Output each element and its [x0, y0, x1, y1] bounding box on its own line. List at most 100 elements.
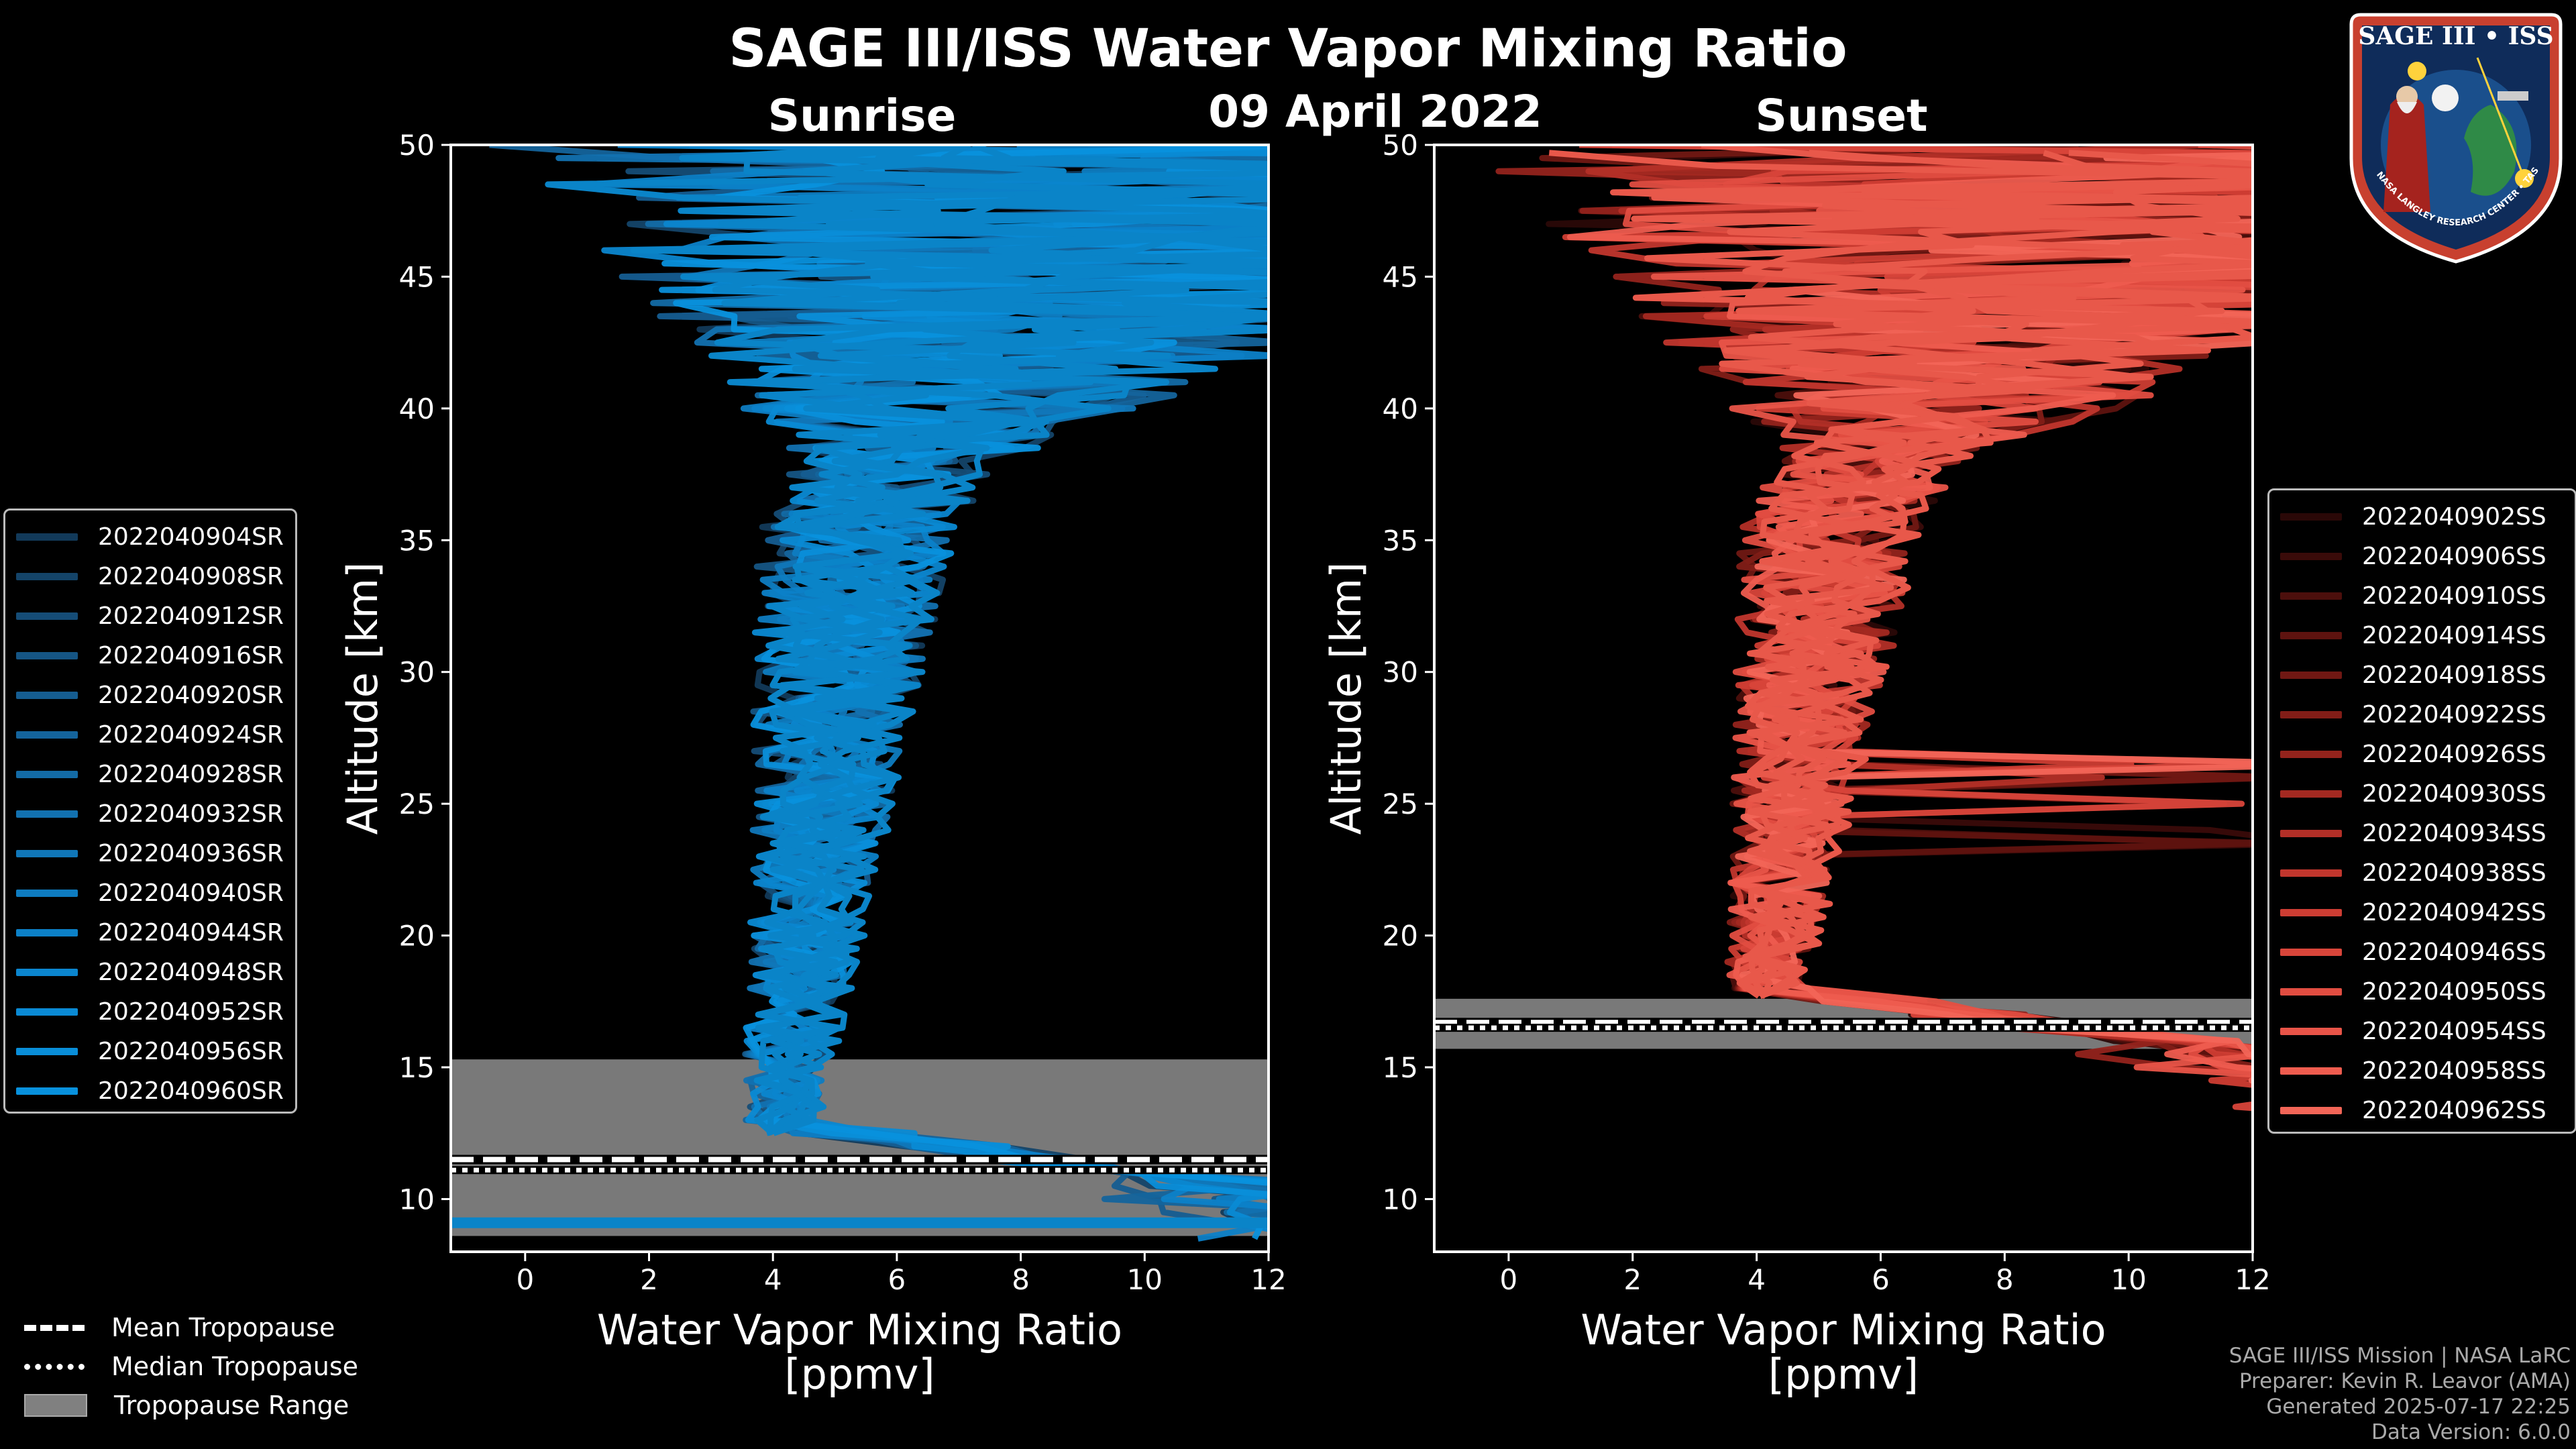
legend-label: 2022040942SS — [2362, 898, 2546, 926]
legend-median-tropopause: Median Tropopause — [24, 1347, 358, 1386]
legend-item-2022040944SR: 2022040944SR — [5, 913, 284, 952]
sun-icon — [2408, 62, 2426, 80]
legend-swatch — [16, 572, 78, 580]
legend-label: 2022040910SS — [2362, 582, 2546, 610]
x-axis-label: [ppmv] — [1768, 1350, 1919, 1399]
legend-item-2022040906SS: 2022040906SS — [2269, 537, 2546, 576]
legend-item-2022040960SR: 2022040960SR — [5, 1071, 284, 1110]
legend-label: 2022040946SS — [2362, 938, 2546, 966]
y-tick-label: 40 — [399, 392, 435, 425]
y-tick-label: 35 — [399, 524, 435, 557]
legend-swatch — [2280, 829, 2342, 837]
y-tick-label: 20 — [1383, 920, 1418, 953]
legend-item-2022040910SS: 2022040910SS — [2269, 576, 2546, 615]
y-tick-label: 35 — [1383, 524, 1418, 557]
legend-swatch — [2280, 1106, 2342, 1114]
logo-text: SAGE III • ISS — [2358, 22, 2553, 50]
legend-item-2022040930SS: 2022040930SS — [2269, 774, 2546, 813]
y-tick-label: 20 — [399, 920, 435, 953]
x-tick-label: 0 — [1500, 1263, 1518, 1296]
legend-swatch — [16, 533, 78, 541]
legend-label: 2022040908SR — [98, 562, 284, 590]
legend-item-2022040902SS: 2022040902SS — [2269, 497, 2546, 536]
legend-item-2022040948SR: 2022040948SR — [5, 953, 284, 991]
legend-swatch — [16, 1047, 78, 1055]
dashed-line-icon — [24, 1324, 85, 1331]
sunset-legend: 2022040902SS 2022040906SS 2022040910SS 2022… — [2267, 488, 2576, 1134]
legend-label: 2022040938SS — [2362, 859, 2546, 887]
x-axis-label: [ppmv] — [784, 1350, 934, 1399]
legend-label: 2022040956SR — [98, 1037, 284, 1065]
sunrise-plot: 0 2 4 6 8 10 12 10 15 20 25 30 35 40 45 50 Water Vapor M… — [338, 129, 1287, 1399]
legend-label: Mean Tropopause — [111, 1313, 335, 1342]
legend-item-2022040958SS: 2022040958SS — [2269, 1051, 2546, 1090]
legend-swatch — [2280, 710, 2342, 718]
legend-label: Tropopause Range — [114, 1391, 350, 1420]
profile-line-overlay — [720, 145, 1269, 1136]
legend-item-2022040916SR: 2022040916SR — [5, 636, 284, 675]
sunrise-panel-title: Sunrise — [767, 90, 957, 142]
legend-swatch — [16, 928, 78, 936]
x-tick-label: 2 — [1623, 1263, 1642, 1296]
legend-label: 2022040928SR — [98, 760, 284, 788]
legend-label: 2022040912SR — [98, 602, 284, 630]
profile-line-overlay — [1644, 150, 2253, 998]
legend-item-2022040928SR: 2022040928SR — [5, 755, 284, 794]
legend-swatch — [16, 849, 78, 857]
profiles-group — [451, 145, 1269, 1242]
y-tick-label: 30 — [1383, 656, 1418, 689]
legend-label: 2022040926SS — [2362, 740, 2546, 768]
y-tick-label: 10 — [1383, 1183, 1418, 1216]
plot-frame — [1433, 144, 2254, 1253]
x-tick-label: 10 — [1127, 1263, 1163, 1296]
legend-swatch — [2280, 948, 2342, 956]
legend-swatch — [2280, 908, 2342, 916]
legend-item-2022040942SS: 2022040942SS — [2269, 893, 2546, 932]
legend-item-2022040926SS: 2022040926SS — [2269, 735, 2546, 773]
legend-label: 2022040940SR — [98, 879, 284, 907]
x-tick-label: 12 — [1250, 1263, 1286, 1296]
credit-version: Data Version: 6.0.0 — [2371, 1420, 2571, 1444]
profile-line-2022040934SS — [1585, 145, 2253, 1059]
y-tick-label: 45 — [399, 260, 435, 293]
plot-frame — [449, 144, 1270, 1253]
legend-label: 2022040918SS — [2362, 661, 2546, 689]
legend-swatch — [16, 810, 78, 818]
credits-block: SAGE III/ISS Mission | NASA LaRC Prepare… — [2229, 1343, 2571, 1445]
legend-mean-tropopause: Mean Tropopause — [24, 1308, 335, 1347]
legend-item-2022040962SS: 2022040962SS — [2269, 1091, 2546, 1130]
x-axis-label: Water Vapor Mixing Ratio — [597, 1305, 1122, 1354]
legend-label: 2022040962SS — [2362, 1096, 2546, 1124]
legend-swatch — [2280, 552, 2342, 560]
legend-item-2022040952SR: 2022040952SR — [5, 992, 284, 1031]
legend-swatch — [2280, 592, 2342, 600]
y-tick-label: 50 — [1383, 129, 1418, 162]
dotted-line-icon — [24, 1363, 85, 1370]
legend-item-2022040908SR: 2022040908SR — [5, 557, 284, 596]
legend-item-2022040938SS: 2022040938SS — [2269, 853, 2546, 892]
legend-label: 2022040936SR — [98, 839, 284, 867]
astronomer-figure-icon — [2383, 95, 2430, 212]
legend-item-2022040950SS: 2022040950SS — [2269, 972, 2546, 1011]
legend-swatch — [16, 1087, 78, 1095]
x-tick-label: 4 — [1748, 1263, 1766, 1296]
legend-item-2022040954SS: 2022040954SS — [2269, 1012, 2546, 1051]
y-tick-label: 50 — [399, 129, 435, 162]
moon-icon — [2432, 85, 2459, 111]
sunset-plot: 0 2 4 6 8 10 12 10 15 20 25 30 35 40 45 50 Water Vapor M… — [1322, 129, 2271, 1399]
x-tick-label: 10 — [2110, 1263, 2146, 1296]
legend-label: 2022040924SR — [98, 720, 284, 749]
legend-swatch — [2280, 513, 2342, 521]
profile-line-overlay — [1671, 150, 2253, 999]
legend-label: 2022040934SS — [2362, 819, 2546, 847]
legend-item-2022040912SR: 2022040912SR — [5, 596, 284, 635]
tropopause-range-band — [451, 1059, 1269, 1236]
legend-swatch — [2280, 869, 2342, 877]
legend-label: 2022040944SR — [98, 918, 284, 947]
legend-label: 2022040952SR — [98, 998, 284, 1026]
y-tick-label: 10 — [399, 1183, 435, 1216]
legend-item-2022040946SS: 2022040946SS — [2269, 932, 2546, 971]
legend-label: 2022040958SS — [2362, 1057, 2546, 1085]
legend-item-2022040918SS: 2022040918SS — [2269, 655, 2546, 694]
